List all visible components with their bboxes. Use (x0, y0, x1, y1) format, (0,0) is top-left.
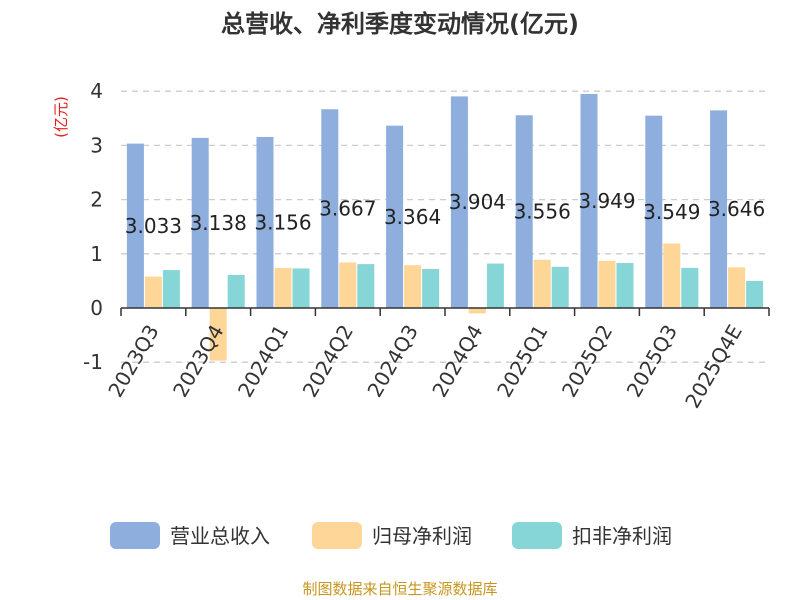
bar-1-2025Q3 (645, 115, 663, 309)
bar-1-2023Q4 (191, 137, 209, 308)
y-tick-label: 0 (90, 296, 103, 320)
bar-2-2024Q4 (468, 308, 486, 314)
bar-2-2025Q2 (598, 260, 616, 308)
x-tick-label: 2025Q2 (557, 321, 617, 402)
data-label: 3.556 (514, 200, 571, 224)
bar-2-2024Q1 (274, 267, 292, 308)
data-labels: 3.033 3.138 3.156 3.667 3.364 3.904 3.556 3.949… (125, 189, 765, 238)
bar-1-2024Q4 (450, 96, 468, 308)
x-tick-label: 2025Q1 (492, 321, 552, 402)
y-tick-label: -1 (83, 350, 103, 374)
bar-1-2023Q3 (126, 143, 144, 308)
bar-2-2025Q3 (663, 243, 681, 308)
x-tick-label: 2024Q1 (233, 321, 293, 402)
bar-1-2025Q2 (580, 93, 598, 308)
x-tick-label: 2024Q2 (298, 321, 358, 402)
bar-1-2025Q1 (515, 115, 533, 308)
bar-2-2024Q2 (339, 262, 357, 308)
y-tick-label: 2 (90, 188, 103, 212)
bars (126, 93, 764, 361)
data-label: 3.549 (643, 200, 700, 224)
bar-3-2025Q3 (681, 267, 699, 308)
data-label: 3.667 (319, 197, 376, 221)
bar-2-2025Q4E (728, 267, 746, 308)
bar-3-2024Q1 (292, 268, 310, 308)
bar-1-2024Q3 (386, 125, 404, 308)
x-tick-label: 2025Q4E (680, 321, 747, 413)
legend-label-3[interactable]: 扣非净利润 (572, 524, 672, 548)
x-axis-ticks: 2023Q3 2023Q4 2024Q1 2024Q2 2024Q3 2024Q4 2025… (103, 321, 747, 413)
bar-2-2024Q3 (404, 265, 422, 308)
x-axis (120, 307, 770, 316)
y-axis-ticks: 4 3 2 1 0 -1 (83, 79, 103, 374)
legend-swatch-1[interactable] (110, 522, 160, 549)
x-tick-label: 2025Q3 (622, 321, 682, 402)
x-tick-label: 2023Q3 (103, 321, 163, 402)
bar-3-2025Q2 (616, 263, 634, 308)
data-label: 3.646 (708, 197, 765, 221)
legend-swatch-3[interactable] (512, 522, 562, 549)
legend-label-2[interactable]: 归母净利润 (372, 524, 472, 548)
source-note: 制图数据来自恒生聚源数据库 (302, 580, 497, 598)
y-tick-label: 1 (90, 242, 103, 266)
y-tick-label: 3 (90, 133, 103, 157)
data-label: 3.156 (254, 210, 311, 234)
bar-3-2024Q4 (486, 263, 504, 308)
bar-3-2024Q3 (422, 268, 440, 308)
chart-title: 总营收、净利季度变动情况(亿元) (221, 10, 579, 38)
x-tick-label: 2024Q3 (362, 321, 422, 402)
data-label: 3.949 (578, 189, 635, 213)
data-label: 3.364 (384, 205, 441, 229)
bar-3-2025Q4E (746, 280, 764, 308)
legend-swatch-2[interactable] (312, 522, 362, 549)
y-axis-unit: (亿元) (52, 96, 70, 138)
y-tick-label: 4 (90, 79, 103, 103)
bar-1-2024Q1 (256, 136, 274, 308)
bar-2-2025Q1 (533, 259, 551, 308)
bar-3-2023Q3 (162, 270, 180, 308)
legend[interactable]: 营业总收入 归母净利润 扣非净利润 (110, 522, 672, 549)
bar-1-2025Q4E (710, 110, 728, 308)
bar-3-2023Q4 (227, 274, 245, 308)
bar-3-2025Q1 (551, 266, 569, 308)
x-tick-label: 2024Q4 (427, 321, 487, 402)
legend-label-1[interactable]: 营业总收入 (170, 524, 270, 548)
bar-2-2023Q4 (209, 308, 227, 361)
x-tick-label: 2023Q4 (168, 321, 228, 402)
data-label: 3.033 (125, 214, 182, 238)
data-label: 3.138 (190, 211, 247, 235)
bar-1-2024Q2 (321, 109, 339, 308)
data-label: 3.904 (449, 190, 506, 214)
bar-3-2024Q2 (357, 264, 375, 308)
bar-2-2023Q3 (144, 276, 162, 308)
